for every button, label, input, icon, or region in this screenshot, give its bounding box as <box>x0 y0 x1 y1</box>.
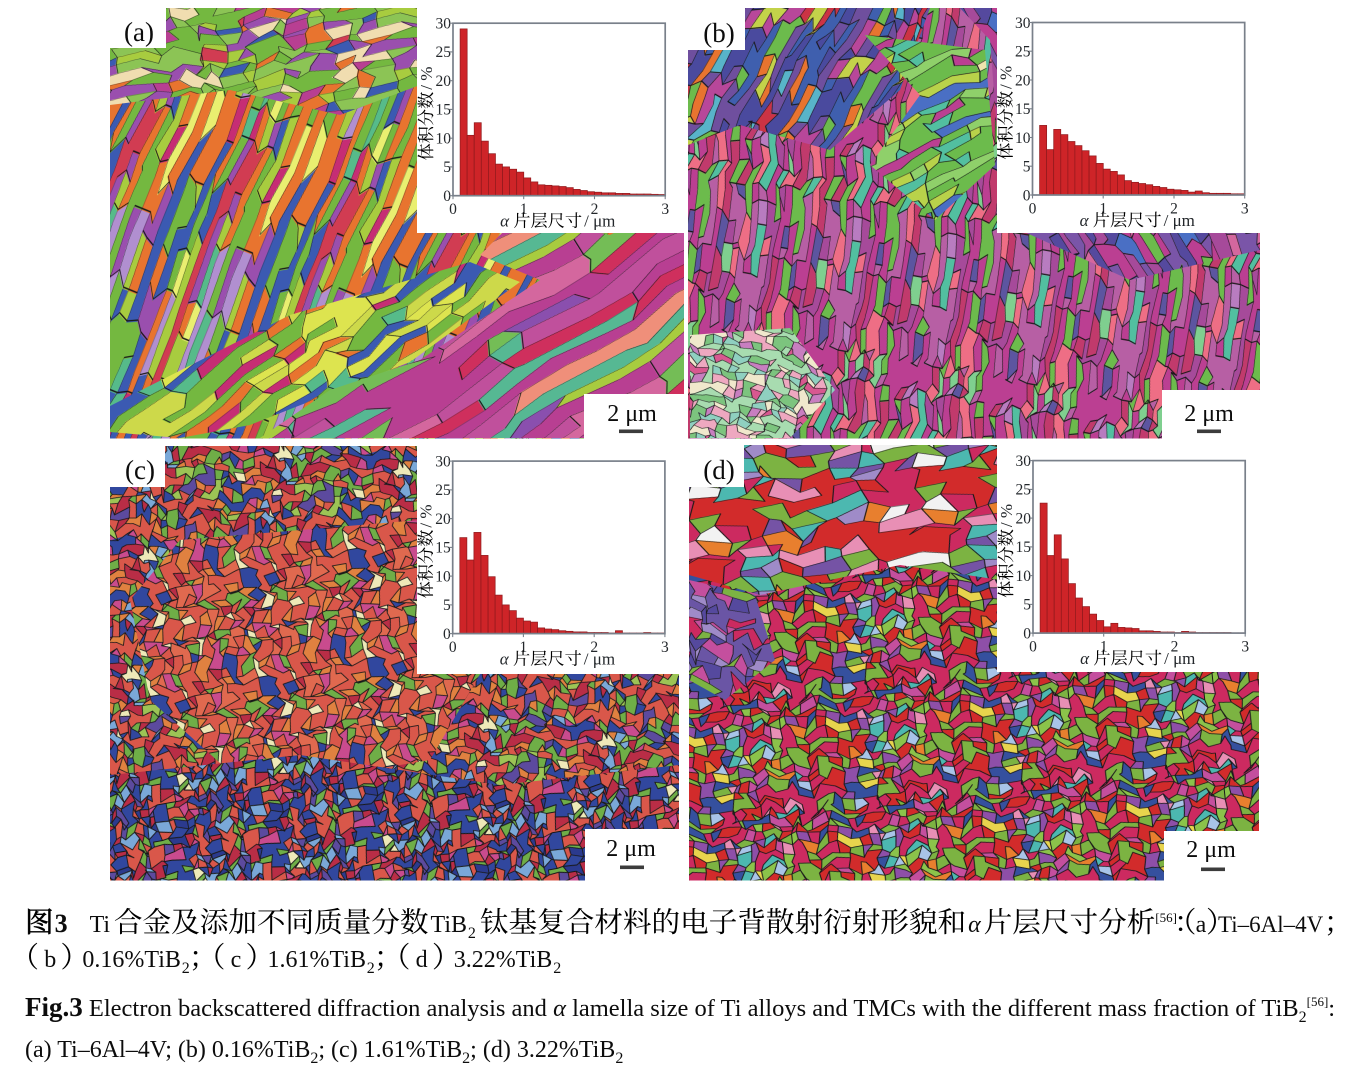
svg-text:5: 5 <box>1023 597 1031 614</box>
svg-text:5: 5 <box>443 159 451 176</box>
svg-text:3: 3 <box>55 909 68 938</box>
svg-text:10: 10 <box>436 131 452 148</box>
svg-text:0: 0 <box>443 626 451 643</box>
svg-text:(c): (c) <box>125 455 155 485</box>
svg-text:/ %: / % <box>417 67 436 90</box>
svg-text:α: α <box>500 650 510 669</box>
svg-text:10: 10 <box>435 568 451 585</box>
svg-text:0: 0 <box>449 639 457 656</box>
svg-text:Ti: Ti <box>90 912 111 938</box>
svg-text:25: 25 <box>1016 482 1032 499</box>
svg-text:15: 15 <box>1015 101 1031 118</box>
svg-text:/ μm: / μm <box>1164 211 1195 230</box>
svg-text:b: b <box>44 947 56 973</box>
svg-text:0: 0 <box>1029 201 1037 218</box>
svg-text:0: 0 <box>443 188 451 205</box>
svg-text:2 μm: 2 μm <box>607 401 657 427</box>
svg-text:α: α <box>500 212 510 231</box>
svg-text:25: 25 <box>435 482 451 499</box>
svg-text:2: 2 <box>182 960 190 977</box>
svg-text:2: 2 <box>1170 201 1178 218</box>
svg-text:3.22%TiB: 3.22%TiB <box>454 947 552 973</box>
svg-text:3: 3 <box>661 201 669 218</box>
svg-text:25: 25 <box>436 44 452 61</box>
svg-text:30: 30 <box>436 16 452 33</box>
svg-text:/ %: / % <box>417 504 436 527</box>
svg-text:1: 1 <box>520 201 528 218</box>
svg-text:d: d <box>416 947 428 973</box>
svg-text:30: 30 <box>1016 453 1032 470</box>
svg-text:2: 2 <box>590 639 598 656</box>
svg-text:25: 25 <box>1015 44 1031 61</box>
svg-text:2 μm: 2 μm <box>606 836 656 862</box>
svg-text:2: 2 <box>468 925 476 942</box>
svg-text:20: 20 <box>1015 72 1031 89</box>
svg-text:1: 1 <box>1099 201 1107 218</box>
svg-text:(d): (d) <box>703 455 734 485</box>
svg-text:/ %: / % <box>997 504 1016 527</box>
svg-text:0: 0 <box>1023 625 1031 642</box>
svg-text:α: α <box>968 912 981 938</box>
svg-text:1: 1 <box>1100 639 1108 656</box>
svg-text:30: 30 <box>435 453 451 470</box>
svg-text:3: 3 <box>1241 201 1249 218</box>
svg-text:2: 2 <box>367 960 375 977</box>
svg-text:0: 0 <box>1023 187 1031 204</box>
svg-text:20: 20 <box>435 511 451 528</box>
svg-text:3: 3 <box>1241 639 1249 656</box>
svg-text:20: 20 <box>1016 510 1032 527</box>
svg-text:10: 10 <box>1016 568 1032 585</box>
svg-text:2 μm: 2 μm <box>1184 401 1234 427</box>
svg-text:5: 5 <box>1023 159 1031 176</box>
svg-text:15: 15 <box>435 540 451 557</box>
svg-text:2: 2 <box>591 201 599 218</box>
svg-text:0.16%TiB: 0.16%TiB <box>82 947 180 973</box>
svg-text:2: 2 <box>1171 639 1179 656</box>
svg-text:0: 0 <box>449 201 457 218</box>
svg-text:10: 10 <box>1015 130 1031 147</box>
svg-text:/ μm: / μm <box>584 650 615 669</box>
svg-text:1: 1 <box>520 639 528 656</box>
svg-text:[56]: [56] <box>1155 910 1177 925</box>
svg-text:(a) Ti–6Al–4V; (b) 0.16%TiB2;: (a) Ti–6Al–4V; (b) 0.16%TiB2; (c) 1.61%T… <box>25 1037 623 1067</box>
svg-text:1.61%TiB: 1.61%TiB <box>268 947 366 973</box>
svg-text:15: 15 <box>436 102 452 119</box>
svg-text:3: 3 <box>661 639 669 656</box>
svg-text:/ %: / % <box>997 66 1016 89</box>
svg-text:0: 0 <box>1029 639 1037 656</box>
svg-text:(a): (a) <box>124 17 154 47</box>
svg-text:2 μm: 2 μm <box>1186 837 1236 863</box>
svg-text:2: 2 <box>553 960 561 977</box>
svg-text:/ μm: / μm <box>1164 649 1195 668</box>
svg-text:5: 5 <box>443 597 451 614</box>
svg-text:Fig.3 Electron backscattered: Fig.3 Electron backscattered diffraction… <box>25 992 1335 1026</box>
svg-text:c: c <box>231 947 242 973</box>
svg-text:(b): (b) <box>703 18 734 48</box>
svg-text:/ μm: / μm <box>584 212 615 231</box>
svg-text:a: a <box>1196 912 1207 938</box>
svg-text:α: α <box>1080 211 1090 230</box>
svg-text:TiB: TiB <box>431 912 468 938</box>
svg-text:15: 15 <box>1016 539 1032 556</box>
svg-text:α: α <box>1080 649 1090 668</box>
svg-text:20: 20 <box>436 73 452 90</box>
svg-text:Ti–6Al–4V: Ti–6Al–4V <box>1218 912 1324 937</box>
svg-text:30: 30 <box>1015 15 1031 32</box>
